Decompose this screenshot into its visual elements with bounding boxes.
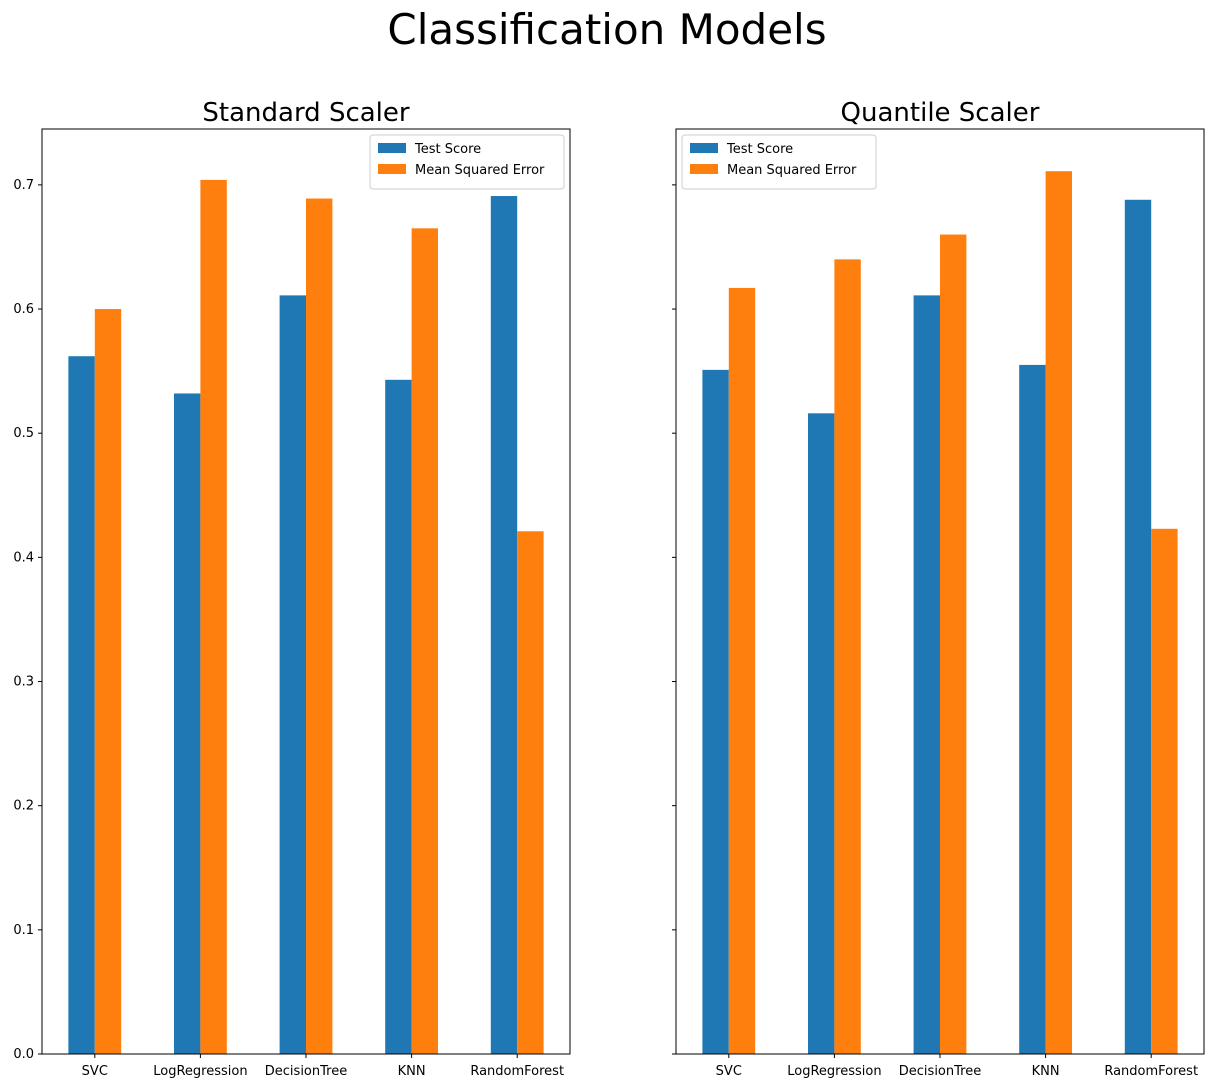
test-score-bar-svc — [68, 356, 95, 1055]
y-tick-label: 0.5 — [13, 426, 34, 441]
x-tick-label: LogRegression — [153, 1064, 247, 1079]
mse-legend-label: Mean Squared Error — [727, 163, 857, 178]
mse-bar-logregression — [834, 259, 861, 1054]
mse-legend-swatch — [690, 164, 718, 174]
test-score-bar-knn — [385, 379, 412, 1054]
mse-bar-randomforest — [517, 531, 544, 1054]
legend: Test Score Mean Squared Error — [681, 134, 877, 190]
mse-bar-decisiontree — [306, 198, 333, 1054]
mse-bar-knn — [411, 228, 438, 1054]
panel-title: Standard Scaler — [202, 98, 409, 128]
mse-legend-swatch — [378, 164, 406, 174]
y-tick-label: 0.0 — [13, 1047, 34, 1062]
legend-box — [681, 134, 877, 190]
test-score-bar-randomforest — [1124, 199, 1152, 1055]
test-score-bar-logregression — [174, 393, 201, 1054]
x-tick-label: SVC — [82, 1064, 108, 1079]
standard-scaler-panel: Standard Scaler 0.0 0.1 0.2 0.3 0.4 0.5 0.6 0.7 S… — [13, 98, 571, 1079]
x-tick-label: DecisionTree — [265, 1064, 347, 1079]
mse-bar-svc — [728, 287, 756, 1055]
x-tick-label: KNN — [398, 1064, 426, 1079]
y-tick-label: 0.4 — [13, 550, 34, 565]
mse-bar-svc — [94, 309, 122, 1054]
mse-bar-randomforest — [1151, 528, 1178, 1054]
y-tick-label: 0.1 — [13, 923, 34, 938]
y-tick-label: 0.3 — [13, 675, 34, 690]
mse-legend-label: Mean Squared Error — [415, 163, 545, 178]
y-tick-label: 0.7 — [13, 178, 34, 193]
test-score-legend-label: Test Score — [726, 142, 793, 157]
mse-bar-knn — [1045, 171, 1072, 1054]
figure-suptitle: Classification Models — [387, 5, 826, 54]
x-tick-label: DecisionTree — [899, 1064, 981, 1079]
test-score-bar-svc — [702, 369, 729, 1054]
y-tick-label: 0.6 — [13, 302, 34, 317]
test-score-bar-knn — [1019, 364, 1046, 1055]
mse-bar-logregression — [200, 179, 227, 1055]
panel-title: Quantile Scaler — [841, 98, 1040, 128]
x-tick-label: RandomForest — [1104, 1064, 1198, 1079]
x-tick-label: RandomForest — [470, 1064, 564, 1079]
x-tick-label: KNN — [1032, 1064, 1060, 1079]
legend: Test Score Mean Squared Error — [369, 134, 565, 190]
y-tick-label: 0.2 — [13, 799, 34, 814]
test-score-bar-logregression — [808, 413, 835, 1054]
test-score-legend-label: Test Score — [414, 142, 481, 157]
test-score-bar-decisiontree — [279, 295, 306, 1054]
x-tick-label: LogRegression — [787, 1064, 881, 1079]
legend-box — [369, 134, 565, 190]
test-score-legend-swatch — [690, 143, 718, 153]
x-tick-label: SVC — [716, 1064, 742, 1079]
mse-bar-decisiontree — [940, 234, 967, 1054]
test-score-legend-swatch — [378, 143, 406, 153]
test-score-bar-randomforest — [490, 196, 518, 1054]
test-score-bar-decisiontree — [913, 295, 940, 1054]
quantile-scaler-panel: Quantile Scaler SVC LogRegression DecisionT… — [672, 98, 1205, 1079]
